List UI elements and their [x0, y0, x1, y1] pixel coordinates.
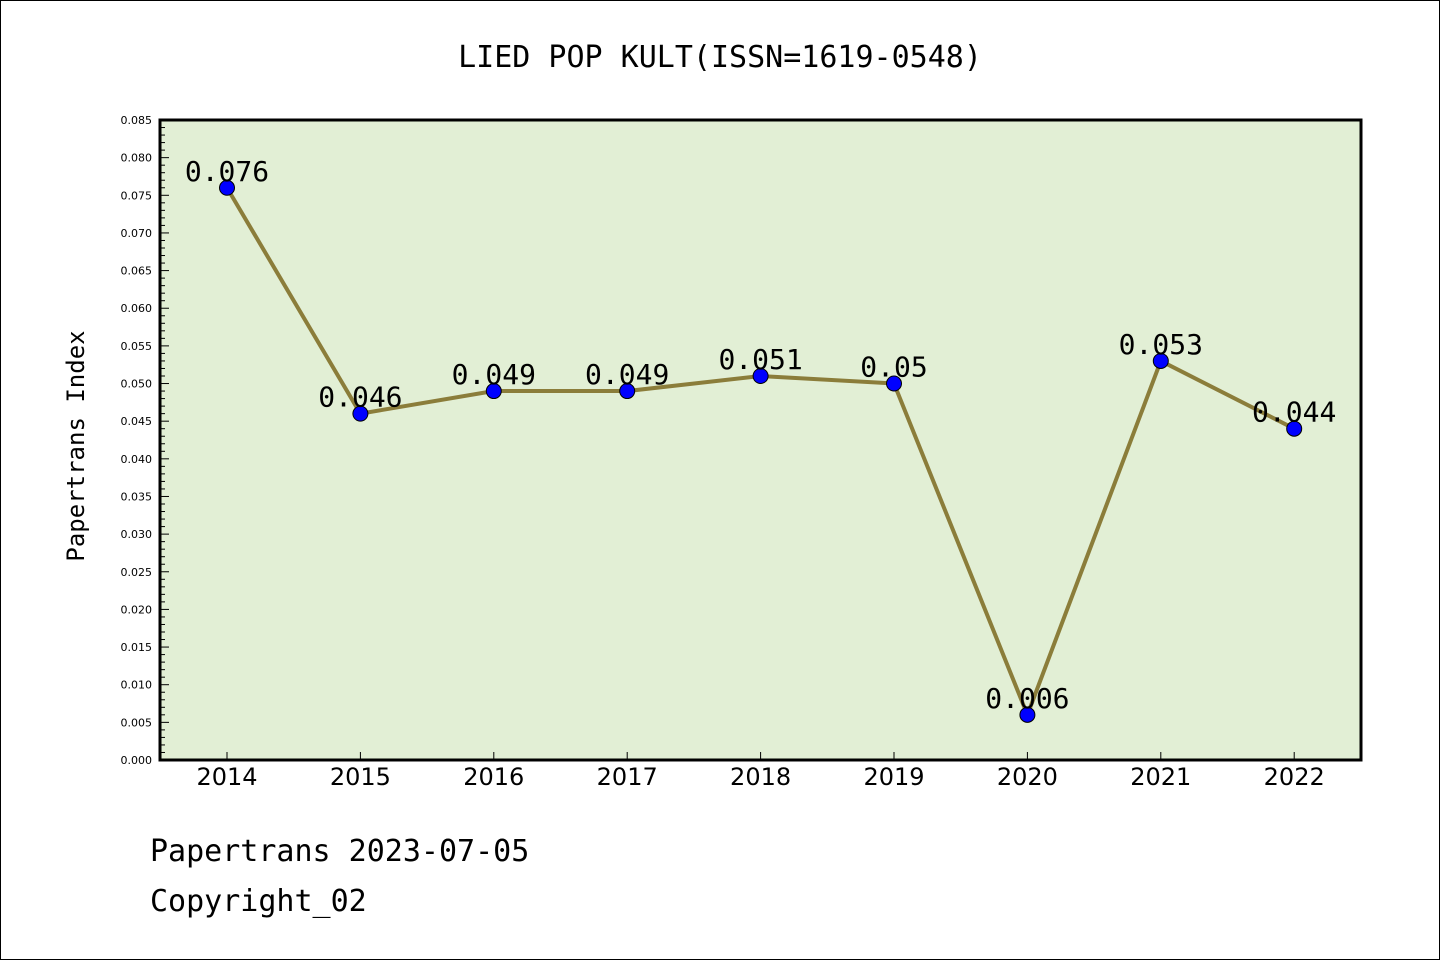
- y-tick-label: 0.070: [121, 227, 153, 240]
- chart-title: LIED POP KULT(ISSN=1619-0548): [458, 40, 982, 75]
- data-label: 0.053: [1119, 328, 1203, 361]
- y-tick-label: 0.045: [121, 415, 153, 428]
- data-point: [886, 375, 902, 392]
- y-tick-label: 0.025: [121, 566, 153, 579]
- y-tick-label: 0.075: [121, 189, 153, 202]
- y-tick-label: 0.000: [121, 754, 153, 767]
- y-tick-label: 0.060: [121, 302, 153, 315]
- y-axis-ticks: 0.000 0.005 0.010 0.015 0.020 0.025 0.030 0.035…: [121, 114, 169, 767]
- y-tick-label: 0.040: [121, 453, 153, 466]
- y-tick-label: 0.050: [121, 378, 153, 391]
- data-point: [352, 405, 369, 422]
- data-point: [619, 383, 636, 400]
- x-tick-label: 2019: [863, 763, 924, 791]
- x-tick-label: 2014: [196, 763, 257, 791]
- footer-copyright: Copyright_02: [150, 884, 367, 919]
- y-tick-label: 0.020: [121, 603, 153, 616]
- y-tick-label: 0.015: [121, 641, 153, 654]
- data-labels: 0.076 0.046 0.049 0.049 0.051 0.05 0.006 0.053 0…: [185, 155, 1336, 715]
- y-tick-label: 0.010: [121, 679, 153, 692]
- data-label: 0.049: [585, 358, 669, 391]
- y-tick-label: 0.085: [121, 114, 153, 127]
- data-label: 0.076: [185, 155, 269, 188]
- x-tick-label: 2015: [330, 763, 391, 791]
- data-point: [752, 368, 769, 384]
- data-label: 0.049: [452, 358, 536, 391]
- y-tick-label: 0.005: [121, 716, 153, 729]
- x-tick-label: 2021: [1130, 763, 1191, 791]
- y-tick-label: 0.035: [121, 490, 153, 503]
- x-tick-label: 2022: [1264, 763, 1325, 791]
- x-tick-label: 2016: [463, 763, 524, 791]
- data-points: [219, 179, 1303, 723]
- y-tick-label: 0.030: [121, 528, 153, 541]
- x-tick-label: 2018: [730, 763, 791, 791]
- data-label: 0.044: [1252, 396, 1336, 429]
- y-tick-label: 0.080: [121, 152, 153, 165]
- x-axis-ticks: 2014 2015 2016 2017 2018 2019 2020 2021 2022: [196, 752, 1325, 791]
- data-point: [485, 383, 502, 400]
- data-point: [1152, 352, 1169, 369]
- y-tick-label: 0.065: [121, 265, 153, 278]
- data-label: 0.051: [718, 343, 802, 376]
- footer-date: Papertrans 2023-07-05: [150, 834, 530, 869]
- y-tick-label: 0.055: [121, 340, 153, 353]
- data-label: 0.046: [318, 381, 402, 414]
- data-point: [1286, 420, 1303, 437]
- plot-area: [158, 118, 1363, 762]
- y-axis-label: Papertrans Index: [62, 330, 90, 561]
- data-label: 0.05: [860, 351, 927, 384]
- x-tick-label: 2020: [997, 763, 1058, 791]
- data-point: [219, 179, 235, 196]
- data-label: 0.006: [985, 682, 1069, 715]
- data-point: [1019, 706, 1036, 723]
- x-tick-label: 2017: [597, 763, 658, 791]
